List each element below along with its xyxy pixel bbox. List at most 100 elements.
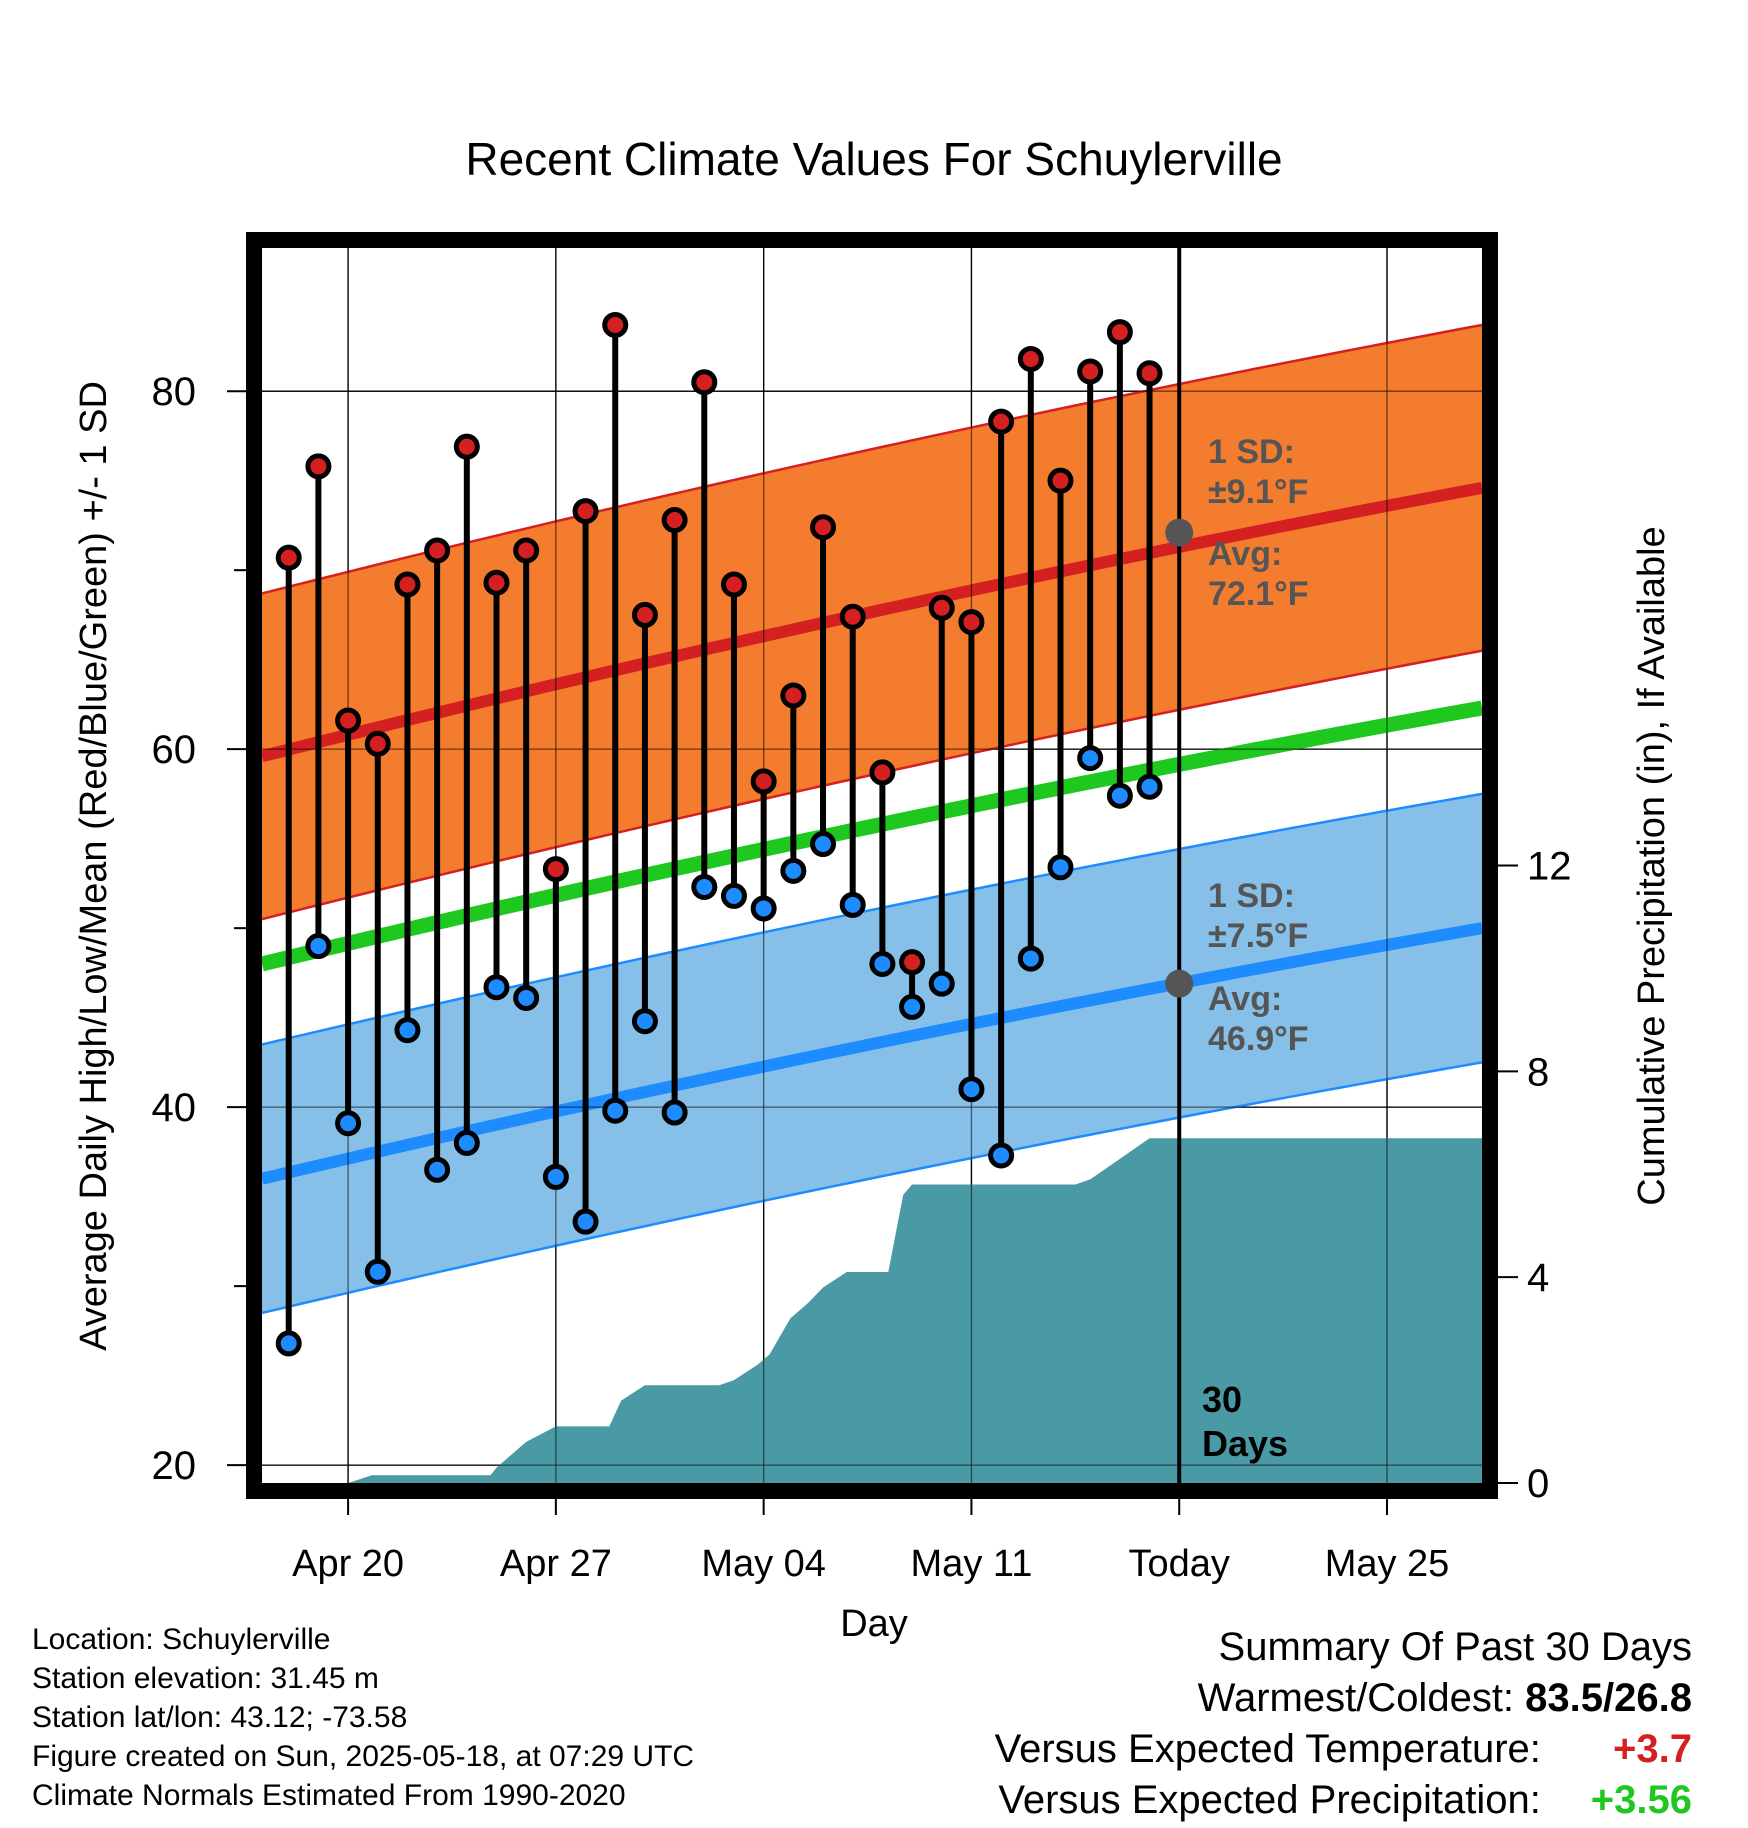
high-avg-label: Avg: <box>1208 535 1282 573</box>
low-point <box>1047 854 1074 881</box>
annotations: 1 SD: ±9.1°F Avg: 72.1°F 1 SD: ±7.5°F Av… <box>1202 433 1309 1464</box>
high-point <box>394 571 421 598</box>
low-point <box>1106 782 1133 809</box>
low-point <box>602 1097 629 1124</box>
chart-title: Recent Climate Values For Schuylerville <box>465 133 1282 185</box>
low-point <box>275 1330 302 1357</box>
low-point <box>720 882 747 909</box>
x-tick-label: May 25 <box>1325 1543 1450 1585</box>
low-point <box>661 1099 688 1126</box>
high-point <box>810 514 837 541</box>
y-axis-label: Average Daily High/Low/Mean (Red/Blue/Gr… <box>73 381 115 1351</box>
summary-warm-cold: Warmest/Coldest: 83.5/26.8 <box>995 1673 1692 1724</box>
warm-cold-value: 83.5/26.8 <box>1525 1676 1692 1720</box>
y-tick-label: 20 <box>152 1444 197 1488</box>
low-point <box>572 1208 599 1235</box>
high-point <box>928 594 955 621</box>
summary-temp: Versus Expected Temperature: +3.7 <box>995 1724 1692 1775</box>
low-point <box>869 950 896 977</box>
low-point <box>958 1076 985 1103</box>
x-tick-label: May 11 <box>911 1543 1033 1585</box>
normals-text: Climate Normals Estimated From 1990-2020 <box>32 1779 626 1812</box>
high-point <box>424 537 451 564</box>
x-tick-label: May 04 <box>701 1543 826 1585</box>
elevation-text: Station elevation: 31.45 m <box>32 1662 379 1695</box>
y-tick-label: 40 <box>152 1086 197 1130</box>
high-point <box>869 759 896 786</box>
high-point <box>661 507 688 534</box>
precip-value: +3.56 <box>1590 1778 1692 1822</box>
high-point <box>1106 319 1133 346</box>
low-point <box>1017 945 1044 972</box>
summary-title: Summary Of Past 30 Days <box>1218 1625 1692 1669</box>
low-point <box>305 933 332 960</box>
high-point <box>275 544 302 571</box>
low-point <box>483 974 510 1001</box>
x-axis-label: Day <box>840 1603 908 1645</box>
high-point <box>335 707 362 734</box>
low-point <box>988 1142 1015 1169</box>
plot-frame <box>246 232 1498 1499</box>
low-sd-label: 1 SD: <box>1208 877 1295 915</box>
precip-area <box>262 1138 1482 1483</box>
high-point <box>483 569 510 596</box>
axes: Day Average Daily High/Low/Mean (Red/Blu… <box>73 370 1673 1645</box>
x-tick-label: Apr 20 <box>292 1543 404 1585</box>
days-count-label: 30 <box>1202 1379 1242 1420</box>
low-point <box>335 1110 362 1137</box>
low-point <box>364 1258 391 1285</box>
high-point <box>1047 467 1074 494</box>
today-marker <box>1165 248 1194 1483</box>
summary-panel: Summary Of Past 30 Days Warmest/Coldest:… <box>995 1622 1692 1826</box>
low-point <box>1077 745 1104 772</box>
low-sd-value: ±7.5°F <box>1208 917 1308 955</box>
high-point <box>1017 345 1044 372</box>
high-point <box>1077 358 1104 385</box>
high-point <box>1136 360 1163 387</box>
low-point <box>394 1017 421 1044</box>
low-point <box>810 831 837 858</box>
high-point <box>691 369 718 396</box>
low-avg-value: 46.9°F <box>1208 1020 1309 1058</box>
low-point <box>513 984 540 1011</box>
sd-lower-edge <box>261 1061 1483 1315</box>
high-point <box>453 433 480 460</box>
days-word-label: Days <box>1202 1423 1288 1464</box>
high-point <box>780 682 807 709</box>
low-point <box>453 1129 480 1156</box>
temp-label: Versus Expected Temperature: <box>994 1727 1541 1771</box>
y2-axis-label: Cumulative Precipitation (in), If Availa… <box>1631 526 1673 1205</box>
x-tick-label: Apr 27 <box>500 1543 612 1585</box>
low-point <box>424 1156 451 1183</box>
y2-tick-label: 4 <box>1527 1256 1549 1300</box>
low-point <box>691 873 718 900</box>
high-point <box>602 311 629 338</box>
y2-tick-label: 0 <box>1527 1462 1549 1506</box>
y-tick-label: 60 <box>152 728 197 772</box>
high-point <box>631 601 658 628</box>
low-point <box>750 895 777 922</box>
low-point <box>899 993 926 1020</box>
high-avg-value: 72.1°F <box>1208 575 1309 613</box>
daily-range-bars <box>275 311 1163 1357</box>
precipitation-area <box>262 1138 1482 1483</box>
precip-label: Versus Expected Precipitation: <box>998 1778 1541 1822</box>
y-tick-label: 80 <box>152 370 197 414</box>
frame-border <box>246 232 1498 1499</box>
x-tick-label: Today <box>1129 1543 1230 1585</box>
y2-tick-label: 8 <box>1527 1050 1549 1094</box>
low-point <box>928 970 955 997</box>
low-point <box>839 891 866 918</box>
temp-value: +3.7 <box>1613 1727 1692 1771</box>
high-point <box>839 603 866 630</box>
location-text: Location: Schuylerville <box>32 1623 331 1656</box>
created-text: Figure created on Sun, 2025-05-18, at 07… <box>32 1740 695 1773</box>
high-point <box>720 571 747 598</box>
low-point <box>542 1163 569 1190</box>
high-point <box>750 768 777 795</box>
high-sd-value: ±9.1°F <box>1208 473 1308 511</box>
high-point <box>364 730 391 757</box>
high-point <box>542 856 569 883</box>
latlon-text: Station lat/lon: 43.12; -73.58 <box>32 1701 408 1734</box>
